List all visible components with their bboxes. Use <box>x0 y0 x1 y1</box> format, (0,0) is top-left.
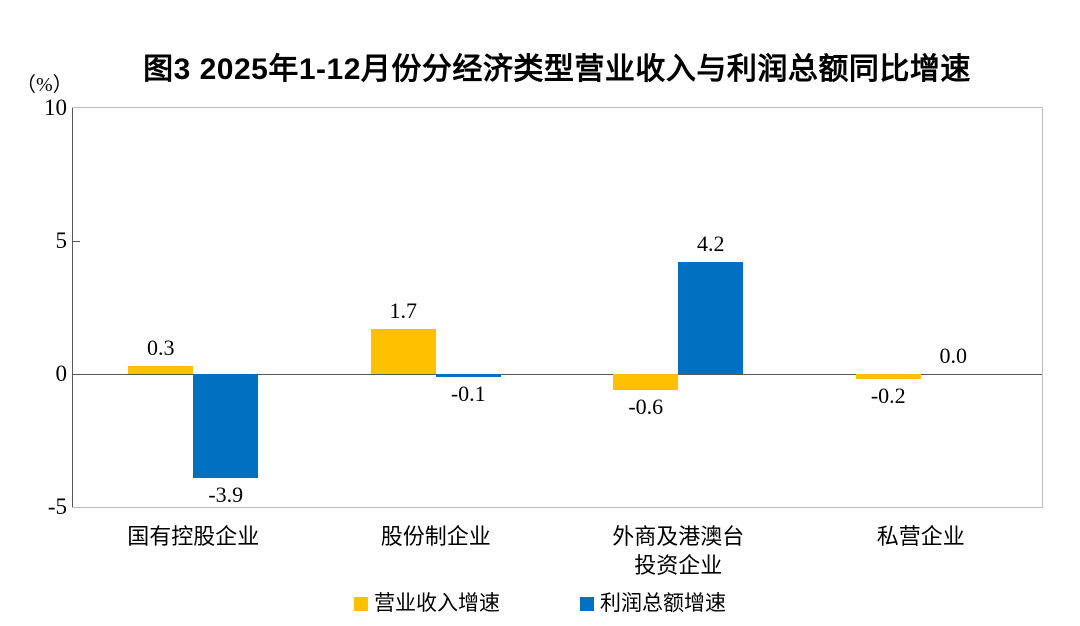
value-label: 1.7 <box>389 297 418 323</box>
legend-swatch <box>580 596 594 611</box>
bar <box>613 374 679 390</box>
value-label: -0.1 <box>450 380 486 406</box>
x-category-label: 外商及港澳台 投资企业 <box>612 524 745 578</box>
y-tick-label: -5 <box>47 494 67 519</box>
bar <box>678 262 744 374</box>
y-tick-label: 10 <box>44 95 67 120</box>
legend: 营业收入增速 利润总额增速 <box>0 593 1080 614</box>
value-label: -3.9 <box>208 481 244 507</box>
bar <box>193 374 259 478</box>
x-category-label: 私营企业 <box>876 524 965 549</box>
value-label: -0.2 <box>870 383 906 409</box>
x-category-label: 股份制企业 <box>380 524 491 549</box>
value-label: -0.6 <box>628 393 664 419</box>
legend-swatch <box>354 596 368 611</box>
value-label: 4.2 <box>697 231 725 257</box>
value-label: 0.0 <box>939 343 968 368</box>
legend-label: 营业收入增速 <box>374 591 500 615</box>
legend-label: 利润总额增速 <box>600 591 726 615</box>
bar <box>370 328 436 374</box>
legend-item: 利润总额增速 <box>580 593 726 614</box>
y-axis-unit-label: （%） <box>16 74 73 96</box>
zero-line <box>72 374 1042 375</box>
bar <box>128 366 194 374</box>
y-tick-label: 0 <box>55 361 68 386</box>
bar <box>435 374 501 377</box>
y-tick-mark <box>72 241 80 242</box>
y-tick-label: 5 <box>55 228 68 253</box>
value-label: 0.3 <box>147 335 175 361</box>
chart-title: 图3 2025年1-12月份分经济类型营业收入与利润总额同比增速 <box>143 53 971 86</box>
y-axis-line <box>72 108 73 507</box>
plot-area <box>72 107 1043 508</box>
bar <box>855 374 921 380</box>
x-category-label: 国有控股企业 <box>127 524 260 549</box>
legend-item: 营业收入增速 <box>354 593 500 614</box>
